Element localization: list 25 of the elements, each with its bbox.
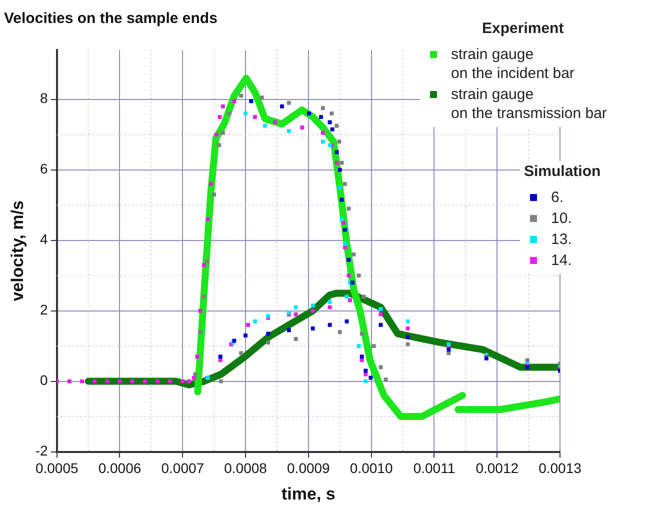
x-tick-label: 0.0005: [35, 460, 78, 476]
y-tick-label: 4: [40, 231, 48, 248]
x-tick-label: 0.0006: [98, 460, 142, 476]
x-tick-label: 0.0010: [350, 460, 393, 476]
legend-label: 13.: [551, 230, 572, 249]
y-axis-title: velocity, m/s: [8, 200, 27, 302]
chart-title: Velocities on the sample ends: [4, 10, 218, 28]
x-tick-label: 0.0008: [224, 460, 268, 476]
x-tick-label: 0.0007: [161, 460, 204, 476]
x-tick-label: 0.0012: [476, 460, 519, 476]
x-tick-label: 0.0013: [538, 460, 582, 476]
legend-label: 14.: [551, 251, 572, 270]
y-tick-label: 6: [40, 160, 48, 177]
y-tick-label: 0: [40, 372, 48, 388]
legend-label: 10.: [551, 209, 572, 228]
y-tick-label: 8: [40, 90, 48, 106]
legend-label: 6.: [551, 188, 564, 207]
y-tick-label: -2: [35, 442, 48, 459]
x-axis-title: time, s: [281, 484, 336, 504]
annotation: Simulation: [524, 163, 602, 180]
legend-label: strain gauge on the transmission bar: [451, 85, 607, 123]
x-tick-label: 0.0011: [413, 460, 456, 476]
y-tick-label: 2: [40, 302, 48, 318]
legend-title: Experiment: [482, 20, 565, 37]
x-tick-label: 0.0009: [287, 460, 330, 476]
